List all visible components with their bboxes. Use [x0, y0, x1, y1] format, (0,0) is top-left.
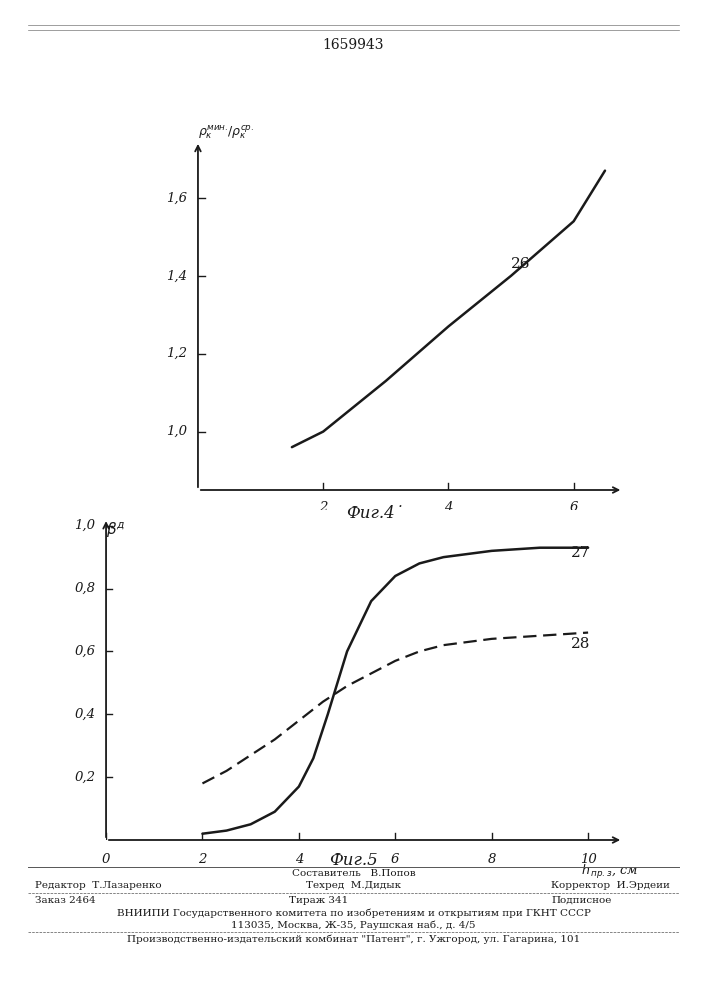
Text: $h_{\,пр.з}$, см: $h_{\,пр.з}$, см [578, 512, 634, 530]
Text: Производственно-издательский комбинат "Патент", г. Ужгород, ул. Гагарина, 101: Производственно-издательский комбинат "П… [127, 935, 580, 944]
Text: Заказ 2464: Заказ 2464 [35, 896, 96, 905]
Text: 1659943: 1659943 [323, 38, 384, 52]
Text: 27: 27 [571, 546, 590, 560]
Text: Подписное: Подписное [551, 896, 612, 905]
Text: 0,8: 0,8 [74, 582, 95, 595]
Text: 1,0: 1,0 [166, 425, 187, 438]
Text: Редактор  Т.Лазаренко: Редактор Т.Лазаренко [35, 881, 162, 890]
Text: 0,6: 0,6 [74, 645, 95, 658]
Text: 113035, Москва, Ж-35, Раушская наб., д. 4/5: 113035, Москва, Ж-35, Раушская наб., д. … [231, 920, 476, 930]
Text: 6: 6 [391, 853, 399, 866]
Text: 0,4: 0,4 [74, 708, 95, 721]
Text: Техред  М.Дидык: Техред М.Дидык [306, 881, 401, 890]
Text: 0,2: 0,2 [74, 771, 95, 784]
Text: Корректор  И.Эрдеии: Корректор И.Эрдеии [551, 881, 670, 890]
Text: 0: 0 [102, 853, 110, 866]
Text: 26: 26 [511, 257, 530, 271]
Text: 1,4: 1,4 [166, 269, 187, 282]
Text: $\rho_{\kappa}^{мин.}\!/\rho_{\kappa}^{ср.}$: $\rho_{\kappa}^{мин.}\!/\rho_{\kappa}^{с… [198, 124, 254, 141]
Text: 6: 6 [570, 501, 578, 514]
Text: 8: 8 [488, 853, 496, 866]
Text: Фиг.5: Фиг.5 [329, 852, 378, 869]
Text: Фиг.4˙: Фиг.4˙ [346, 505, 403, 522]
Text: Составитель   В.Попов: Составитель В.Попов [292, 869, 415, 878]
Text: $\beta^{д}$: $\beta^{д}$ [106, 520, 126, 540]
Text: $h_{\,пр.з}$, см: $h_{\,пр.з}$, см [581, 863, 638, 881]
Text: 4: 4 [444, 501, 452, 514]
Text: 1,2: 1,2 [166, 347, 187, 360]
Text: 1,0: 1,0 [74, 519, 95, 532]
Text: Тираж 341: Тираж 341 [288, 896, 348, 905]
Text: ВНИИПИ Государственного комитета по изобретениям и открытиям при ГКНТ СССР: ВНИИПИ Государственного комитета по изоб… [117, 909, 590, 918]
Text: 2: 2 [319, 501, 327, 514]
Text: 4: 4 [295, 853, 303, 866]
Text: 1,6: 1,6 [166, 191, 187, 204]
Text: 2: 2 [198, 853, 206, 866]
Text: 10: 10 [580, 853, 597, 866]
Text: 28: 28 [571, 637, 590, 651]
